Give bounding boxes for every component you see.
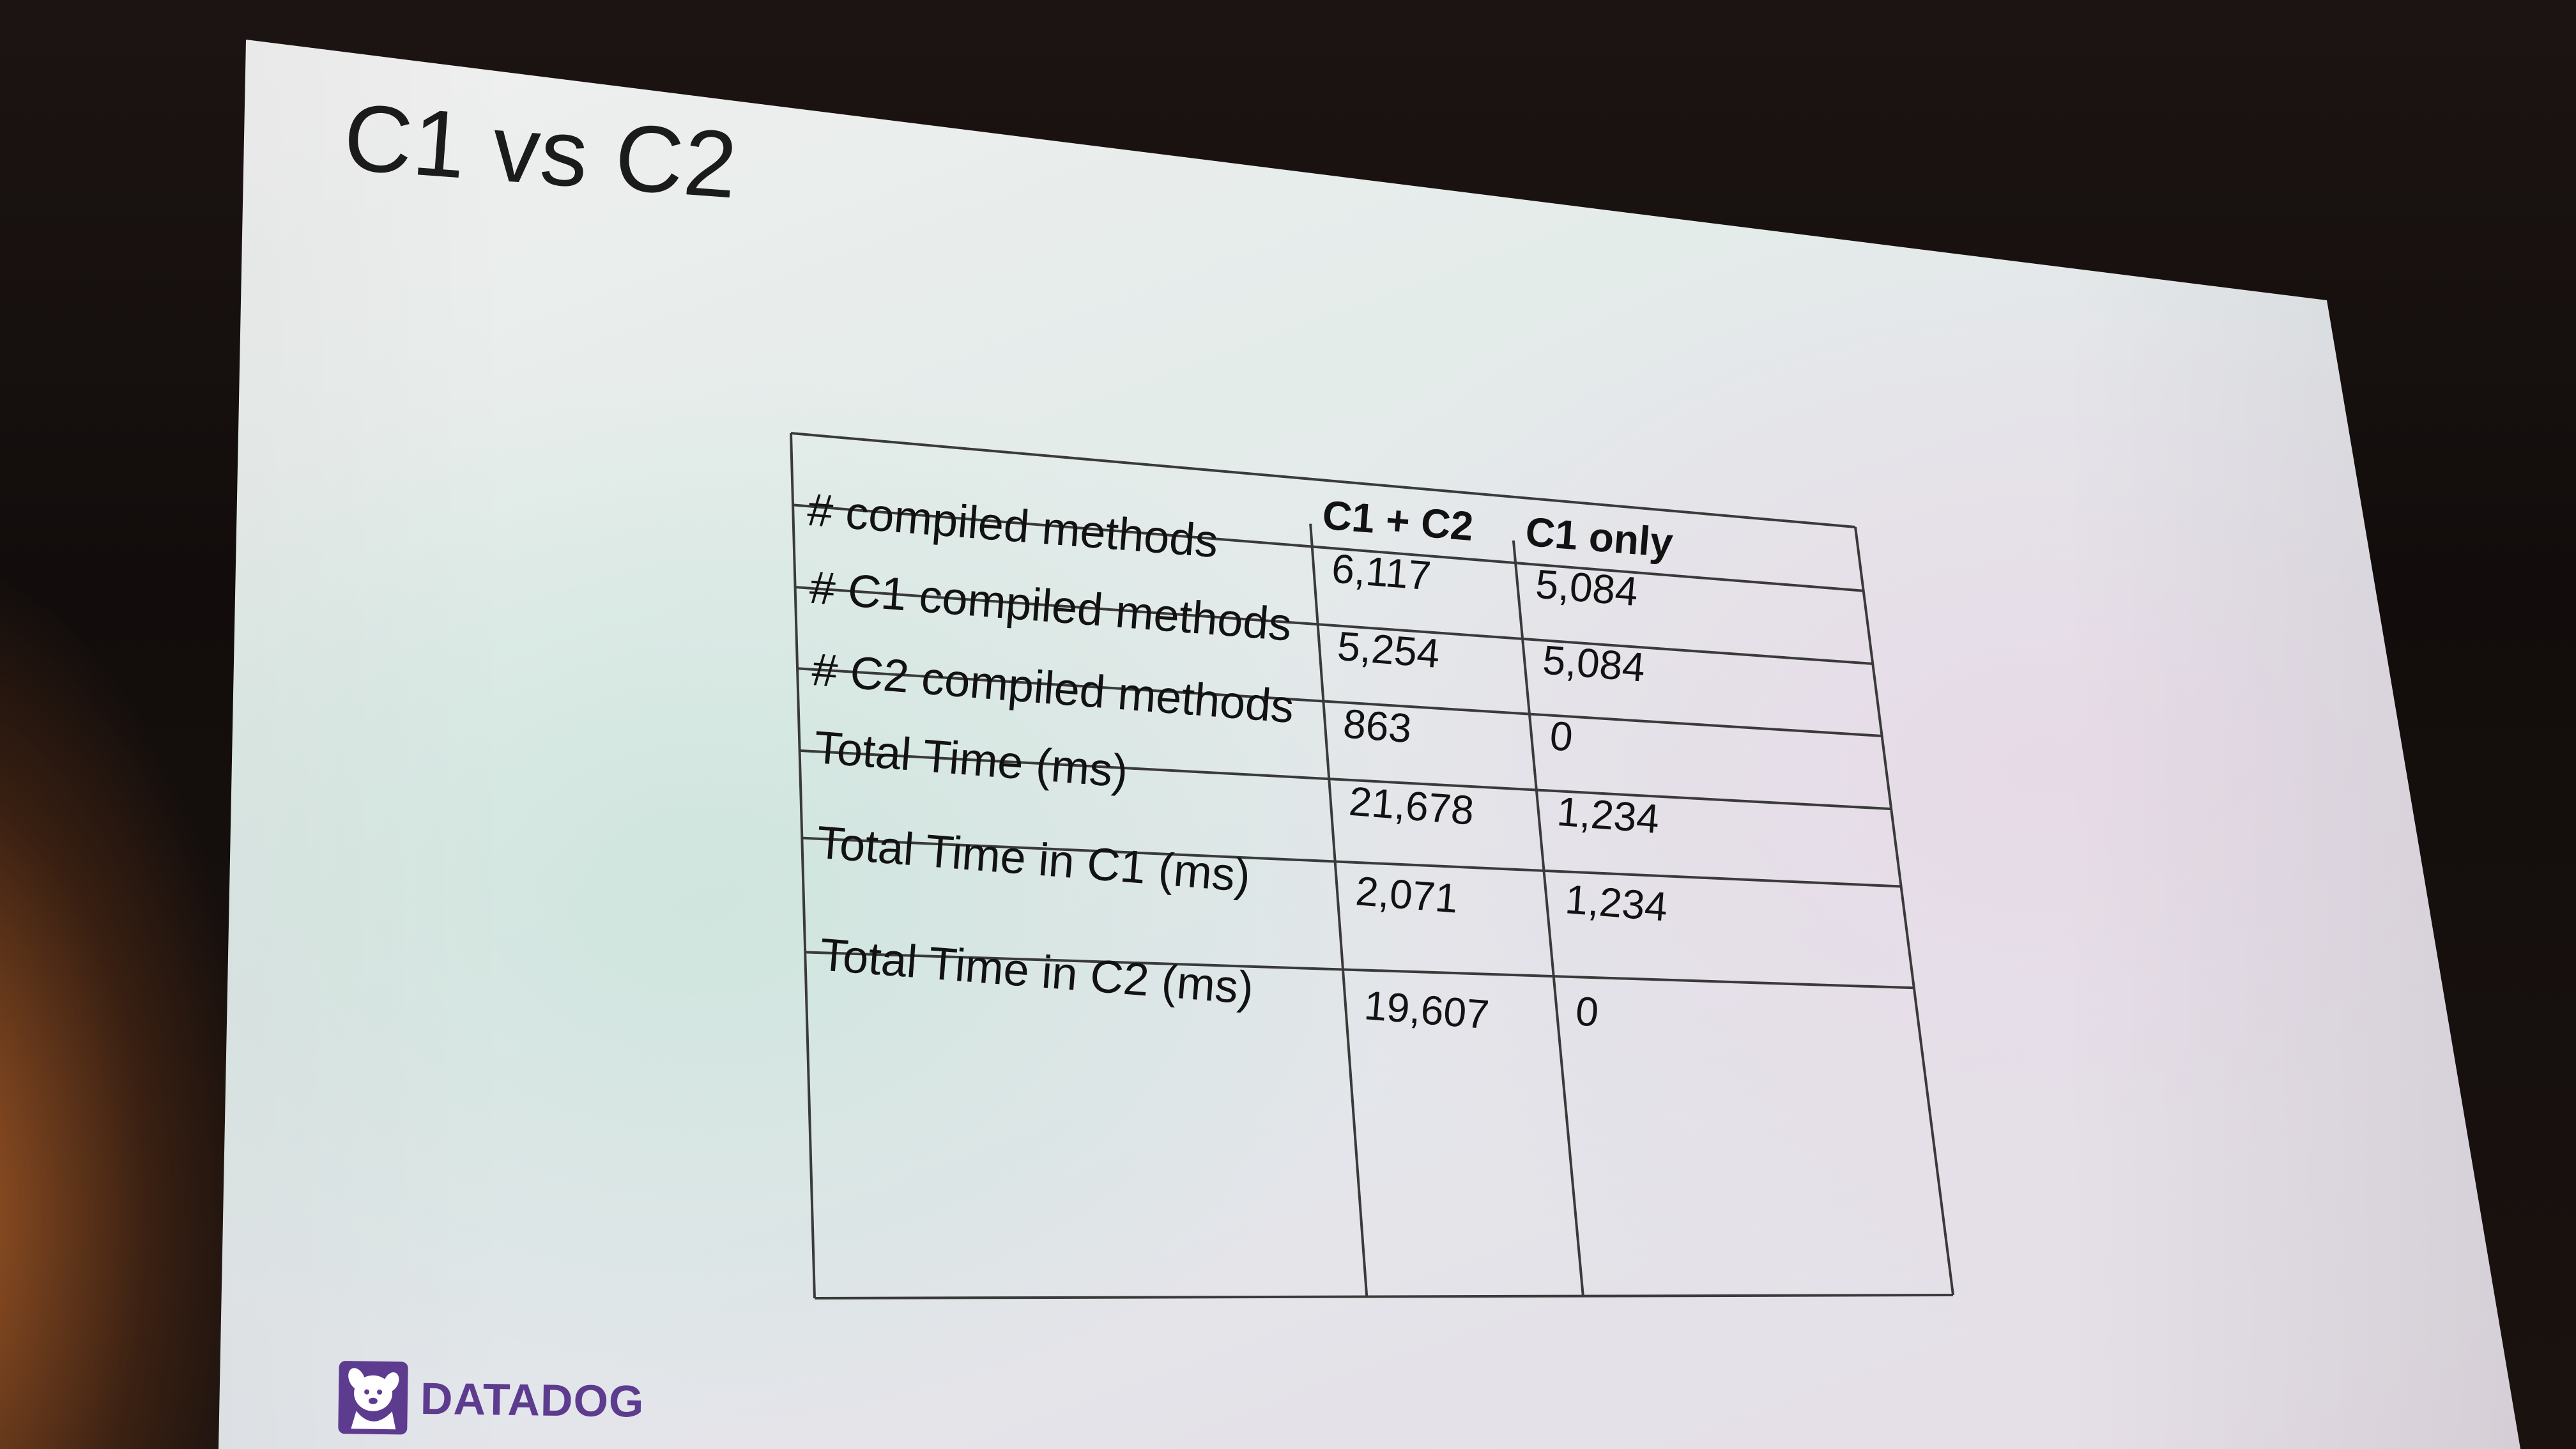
cell-value-c1-c2: 2,071	[1354, 868, 1459, 921]
column-header-c1-c2: C1 + C2	[1321, 492, 1475, 549]
logo-text: DATADOG	[420, 1373, 645, 1427]
row-label: # compiled methods	[806, 484, 1220, 567]
table-row-line	[802, 836, 1901, 888]
cell-value-c1-only: 1,234	[1563, 876, 1669, 930]
cell-value-c1-c2: 863	[1342, 700, 1413, 751]
table-row-line	[790, 432, 1856, 528]
row-label: # C1 compiled methods	[808, 562, 1293, 651]
table-row-line	[797, 667, 1882, 737]
row-label: Total Time in C1 (ms)	[815, 817, 1252, 902]
cell-value-c1-only: 0	[1548, 712, 1574, 760]
cell-value-c1-c2: 6,117	[1330, 545, 1433, 599]
datadog-dog-icon	[338, 1361, 408, 1435]
cell-value-c1-c2: 21,678	[1347, 778, 1476, 834]
row-label: Total Time (ms)	[812, 722, 1130, 797]
table-row-line	[805, 951, 1914, 990]
cell-value-c1-c2: 19,607	[1363, 982, 1491, 1038]
table-column-line	[1512, 540, 1584, 1296]
table-cells: C1 + C2 C1 only # compiled methods 6,117 5,0…	[806, 484, 1675, 1038]
row-label: # C2 compiled methods	[810, 644, 1296, 733]
table-column-line	[1854, 526, 1954, 1296]
cell-value-c1-only: 5,084	[1534, 561, 1639, 615]
cell-value-c1-c2: 5,254	[1336, 623, 1441, 677]
cell-value-c1-only: 1,234	[1555, 788, 1660, 842]
table-row-line	[792, 503, 1864, 592]
table-column-line	[790, 433, 816, 1299]
column-header-c1-only: C1 only	[1524, 509, 1675, 566]
table-row-line	[814, 1294, 1954, 1300]
row-label: Total Time in C2 (ms)	[818, 929, 1255, 1014]
datadog-logo: DATADOG	[337, 1360, 645, 1439]
table-row-line	[795, 586, 1873, 665]
table-row-line	[799, 749, 1892, 811]
cell-value-c1-only: 0	[1574, 988, 1600, 1036]
table-column-line	[1309, 523, 1368, 1297]
cell-value-c1-only: 5,084	[1541, 636, 1646, 690]
table-grid	[790, 432, 1954, 1300]
